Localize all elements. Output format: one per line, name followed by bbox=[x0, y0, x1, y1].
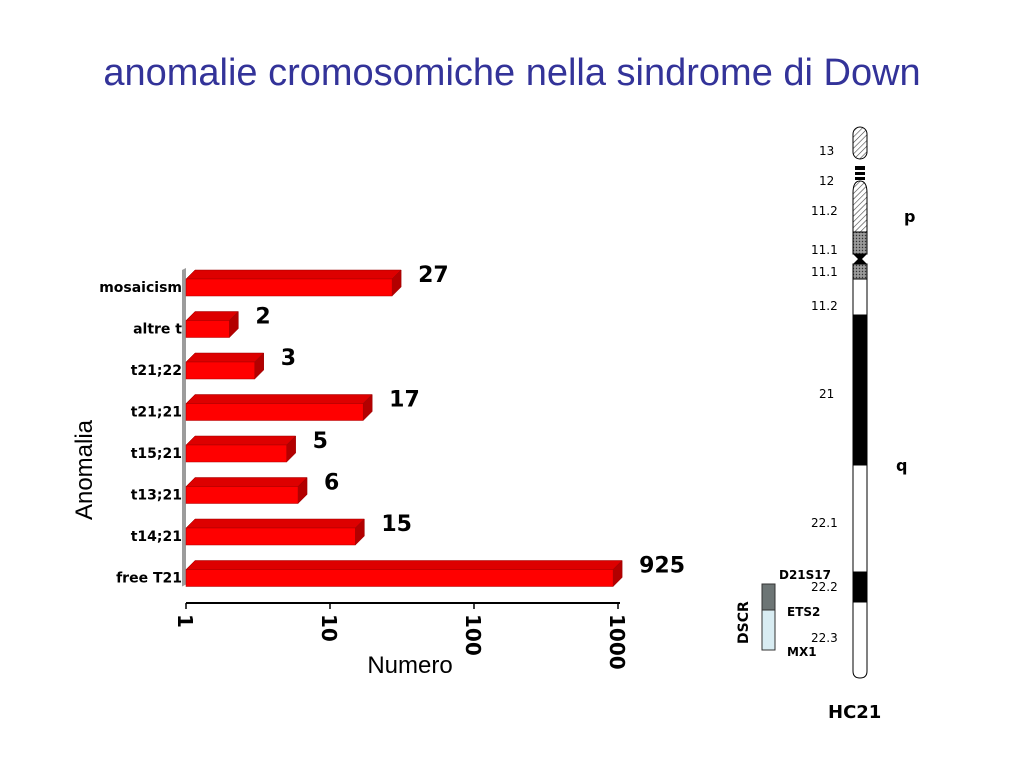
dscr-label: DSCR bbox=[736, 601, 752, 644]
bar bbox=[185, 352, 265, 380]
value-label: 3 bbox=[281, 346, 296, 371]
bar bbox=[185, 269, 402, 297]
dscr-region-light bbox=[761, 609, 776, 651]
bar-top-face bbox=[185, 394, 373, 404]
value-label: 27 bbox=[418, 263, 449, 288]
bar-front-face bbox=[185, 320, 230, 338]
category-label: t15;21 bbox=[131, 446, 182, 462]
band-q22-3 bbox=[852, 601, 868, 679]
chromosome-ideogram: 13 12 11.2 11.1 11.1 11.2 21 22.1 22.2 2… bbox=[736, 126, 915, 723]
bar-top-face bbox=[185, 269, 402, 280]
x-tick-label: 1000 bbox=[605, 614, 629, 670]
bar-top-face bbox=[185, 352, 265, 363]
category-label: t21;21 bbox=[131, 405, 182, 421]
bar bbox=[185, 518, 365, 546]
value-label: 5 bbox=[313, 429, 328, 454]
band-q22-1 bbox=[852, 464, 868, 573]
band-label: 22.1 bbox=[811, 516, 838, 530]
bar-top-face bbox=[185, 518, 365, 529]
marker-label: D21S17 bbox=[779, 568, 831, 582]
bars-layer: mosaicism 27 altre t 2 t21;22 3 t21;21 17 t15;21… bbox=[99, 263, 685, 588]
chromosome-name: HC21 bbox=[828, 702, 881, 723]
bar bbox=[185, 435, 297, 463]
band-q11-1 bbox=[852, 263, 868, 280]
category-label: t21;22 bbox=[131, 363, 182, 379]
value-label: 15 bbox=[381, 512, 412, 537]
bar-front-face bbox=[185, 569, 614, 587]
band-q11-2 bbox=[852, 278, 868, 316]
band-label: 11.1 bbox=[811, 243, 838, 257]
band-label: 11.2 bbox=[811, 204, 838, 218]
band-label: 11.1 bbox=[811, 265, 838, 279]
band-q21 bbox=[852, 314, 868, 466]
category-label: mosaicism bbox=[99, 280, 182, 296]
band-q22-2 bbox=[852, 571, 868, 603]
x-tick-label: 100 bbox=[461, 614, 485, 656]
bar-front-face bbox=[185, 278, 393, 297]
bar-front-face bbox=[185, 403, 364, 421]
band-p11-2 bbox=[852, 180, 868, 233]
bar-front-face bbox=[185, 444, 287, 463]
band-p11-1 bbox=[852, 231, 868, 255]
band-label: 22.2 bbox=[811, 580, 838, 594]
bar-top-face bbox=[185, 477, 308, 487]
slide-title: anomalie cromosomiche nella sindrome di … bbox=[103, 52, 921, 94]
arm-p-label: p bbox=[904, 207, 915, 226]
bar-top-face bbox=[185, 435, 297, 446]
value-label: 17 bbox=[389, 388, 420, 413]
band-p12-b bbox=[855, 172, 865, 175]
bar bbox=[185, 393, 373, 422]
band-p12-a bbox=[855, 166, 865, 170]
x-axis: 1 10 100 1000 bbox=[173, 602, 629, 670]
marker-label: MX1 bbox=[787, 645, 817, 659]
category-label: altre t bbox=[133, 322, 182, 338]
x-axis-label: Numero bbox=[367, 652, 452, 679]
value-label: 925 bbox=[639, 554, 685, 579]
centromere bbox=[853, 254, 867, 264]
value-label: 6 bbox=[324, 471, 339, 496]
band-label: 22.3 bbox=[811, 631, 838, 645]
y-axis-label: Anomalia bbox=[71, 419, 98, 520]
category-label: t14;21 bbox=[131, 529, 182, 545]
value-label: 2 bbox=[255, 305, 270, 330]
band-label: 21 bbox=[819, 387, 834, 401]
category-label: free T21 bbox=[116, 571, 182, 587]
x-tick-label: 10 bbox=[317, 614, 341, 642]
band-label: 11.2 bbox=[811, 299, 838, 313]
bar bbox=[185, 559, 623, 588]
bar-top-face bbox=[185, 560, 623, 570]
band-label: 12 bbox=[819, 174, 834, 188]
bar-front-face bbox=[185, 527, 356, 546]
bar bbox=[185, 310, 239, 339]
marker-label: ETS2 bbox=[787, 605, 820, 619]
dscr-region-dark bbox=[761, 583, 776, 611]
x-tick-label: 1 bbox=[173, 614, 197, 628]
band-label: 13 bbox=[819, 144, 834, 158]
chart-wall bbox=[182, 268, 186, 587]
band-p13 bbox=[852, 126, 868, 160]
bar-front-face bbox=[185, 486, 299, 504]
bar bbox=[185, 476, 308, 505]
arm-q-label: q bbox=[896, 456, 907, 475]
band-p12-c bbox=[855, 177, 865, 180]
category-label: t13;21 bbox=[131, 488, 182, 504]
bar-front-face bbox=[185, 361, 255, 380]
